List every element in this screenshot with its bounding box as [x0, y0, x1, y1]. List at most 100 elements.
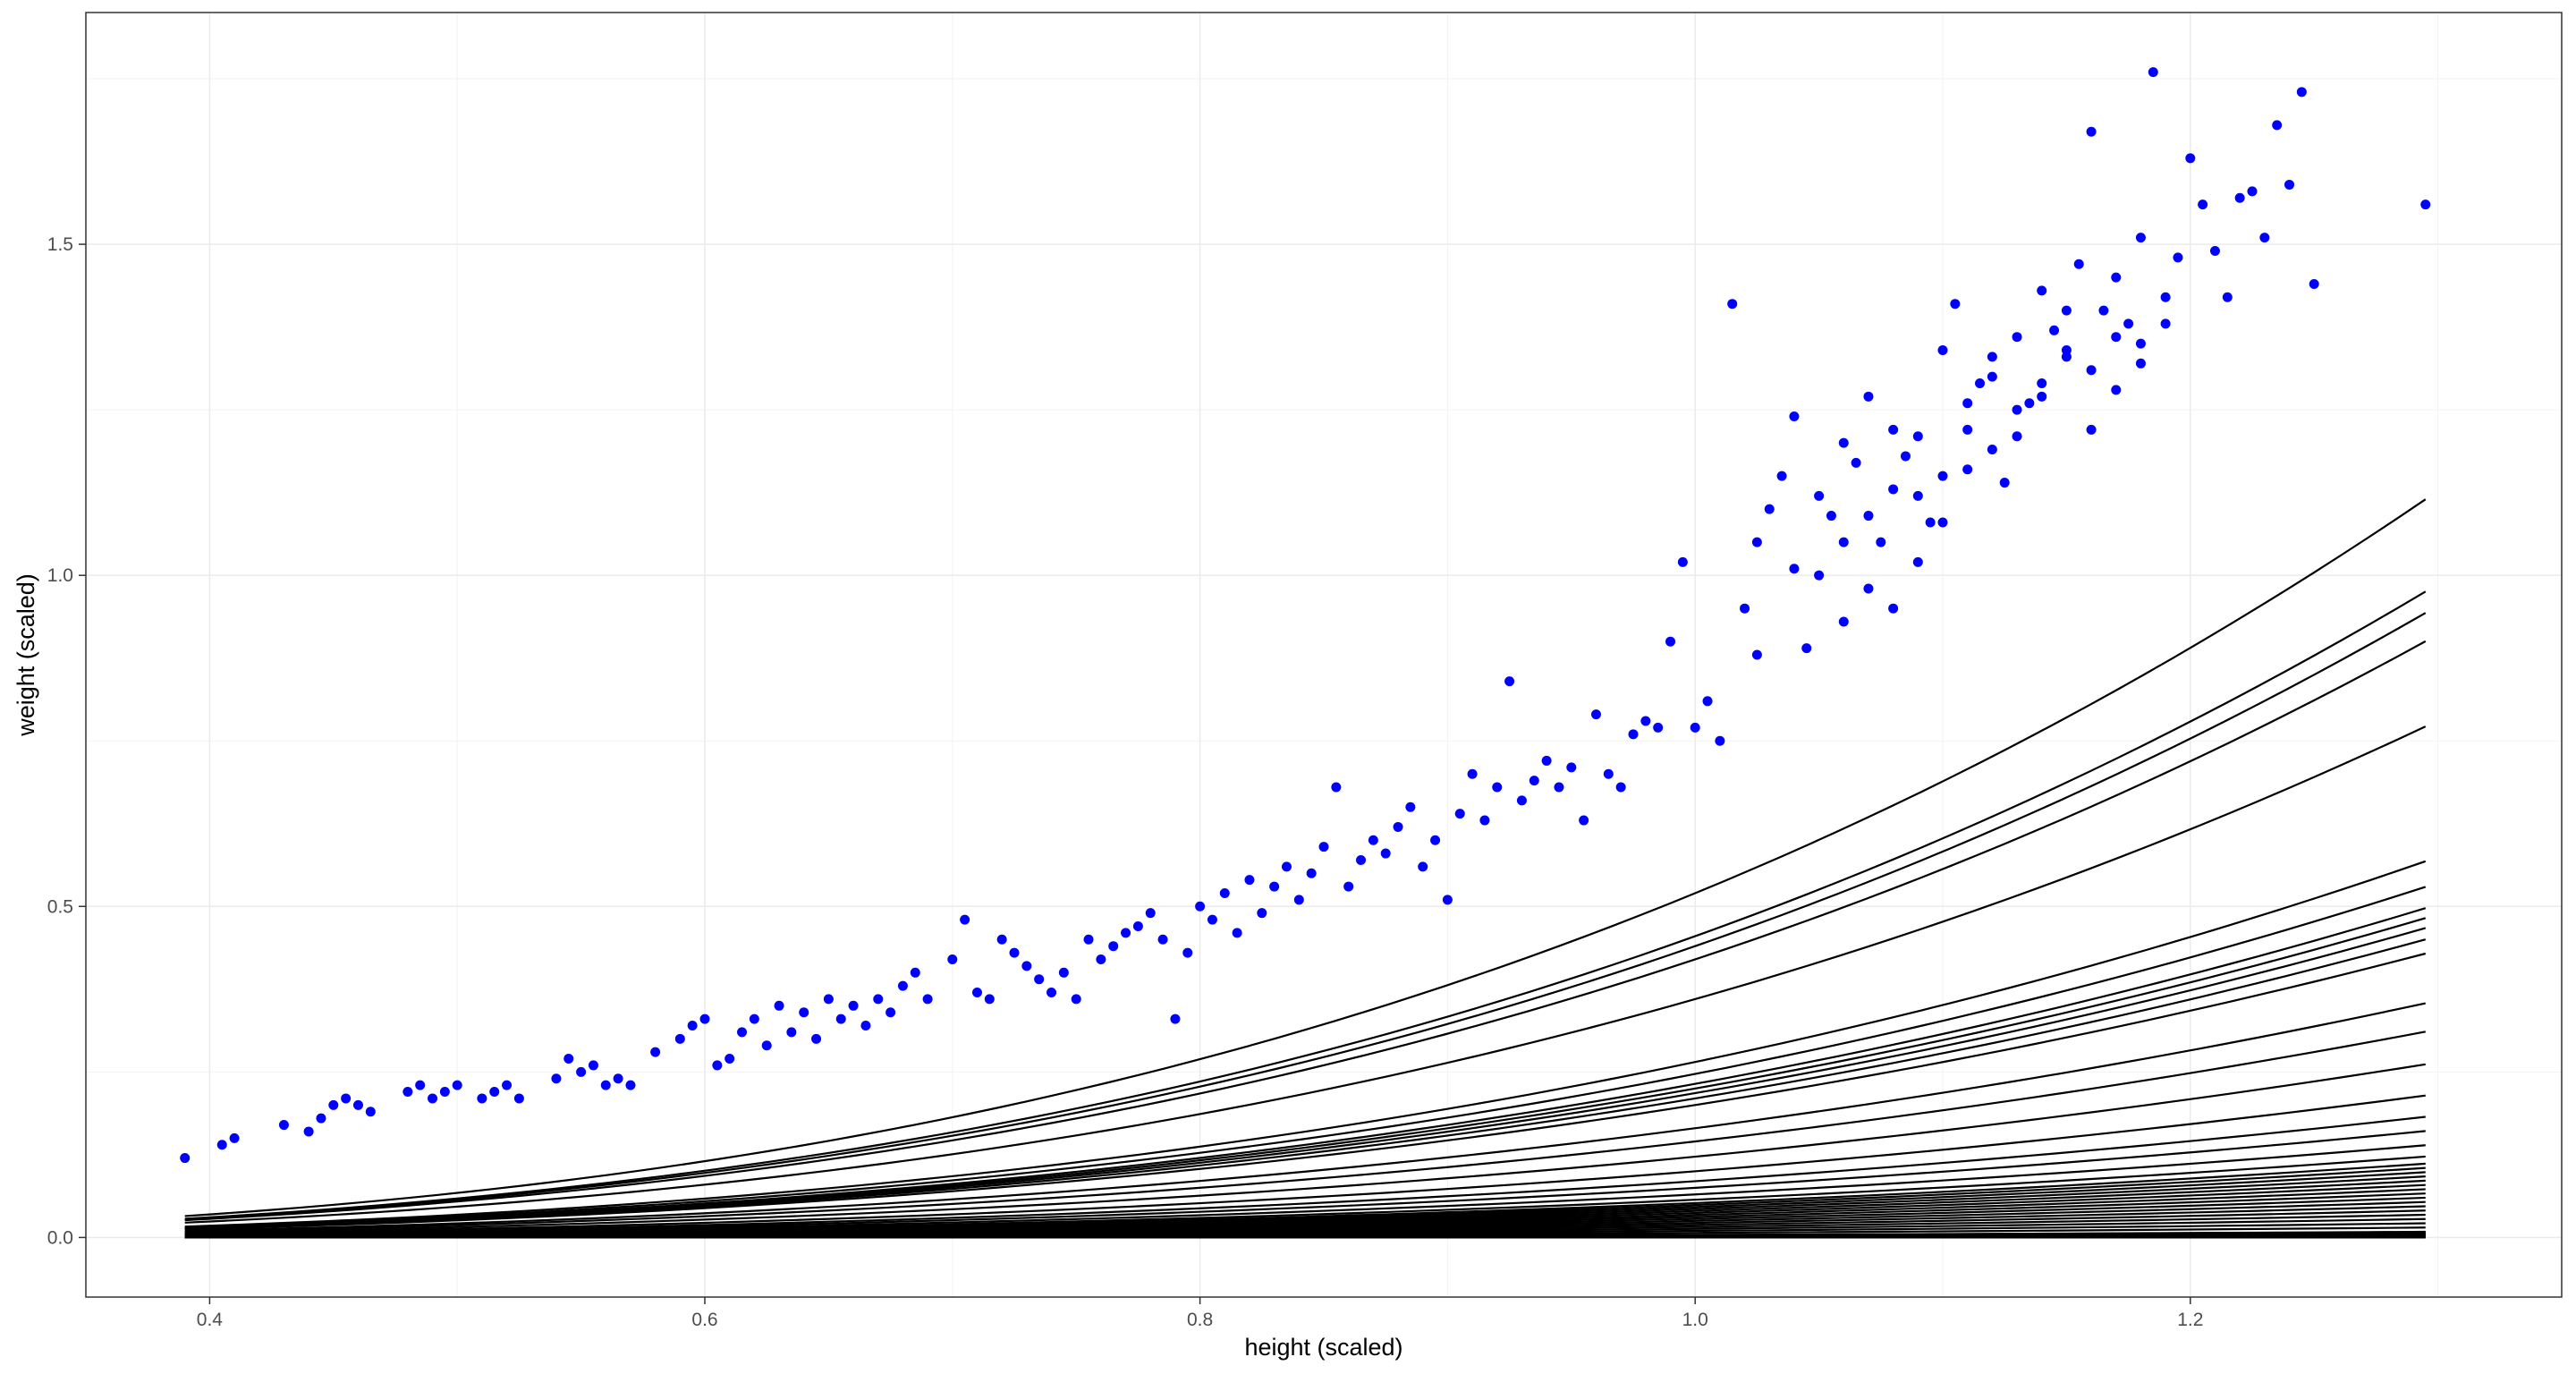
data-point	[960, 914, 970, 925]
data-point	[947, 954, 958, 964]
data-point	[1442, 895, 1453, 905]
data-point	[1937, 471, 1948, 481]
data-point	[1975, 378, 1986, 389]
data-point	[2198, 199, 2208, 210]
data-point	[576, 1066, 587, 1077]
curve-line-14	[184, 1030, 2426, 1233]
data-point	[1071, 994, 1081, 1005]
data-point	[996, 934, 1007, 945]
data-point	[2160, 318, 2171, 329]
data-point	[2073, 259, 2084, 269]
data-point	[1863, 583, 1874, 594]
curve-line-15	[184, 1063, 2426, 1234]
data-point	[749, 1014, 759, 1024]
data-point	[1801, 643, 1812, 654]
data-point	[1157, 934, 1168, 945]
data-point	[625, 1080, 636, 1090]
data-point	[2049, 325, 2060, 335]
data-point	[1590, 709, 1601, 720]
data-point	[2234, 192, 2245, 203]
data-point	[922, 994, 933, 1005]
data-point	[1257, 908, 1267, 919]
x-tick-label: 0.4	[197, 1310, 224, 1330]
data-point	[835, 1014, 846, 1024]
curve-line-7	[184, 886, 2427, 1229]
data-point	[1058, 967, 1069, 978]
data-point	[761, 1040, 772, 1051]
data-point	[1195, 901, 1206, 912]
data-point	[1368, 835, 1378, 845]
curve-line-16	[184, 1094, 2426, 1234]
data-point	[1207, 914, 1217, 925]
data-point	[2086, 126, 2097, 137]
data-point	[1516, 795, 1527, 806]
data-point	[1851, 457, 1861, 468]
data-point	[1529, 776, 1539, 786]
data-point	[1962, 398, 1973, 409]
data-point	[1925, 517, 1936, 528]
data-point	[352, 1099, 363, 1110]
data-point	[1912, 556, 1923, 567]
data-point	[1318, 842, 1329, 852]
data-point	[1727, 299, 1738, 310]
data-point	[1814, 570, 1825, 581]
grid-lines	[86, 13, 2562, 1297]
data-points	[180, 67, 2431, 1164]
data-point	[2135, 338, 2146, 349]
data-point	[2209, 245, 2220, 256]
data-point	[724, 1054, 735, 1064]
data-point	[1430, 835, 1441, 845]
curve-line-11	[184, 938, 2427, 1230]
data-point	[1814, 490, 1825, 501]
data-point	[1690, 722, 1700, 733]
data-point	[328, 1099, 339, 1110]
data-point	[2148, 67, 2158, 78]
data-point	[2098, 305, 2109, 316]
data-point	[1380, 848, 1391, 859]
data-point	[1170, 1014, 1181, 1024]
curve-lines	[184, 498, 2427, 1239]
data-point	[1751, 649, 1762, 660]
data-point	[1900, 451, 1911, 462]
data-point	[1467, 768, 1478, 779]
curve-line-band	[184, 1231, 2426, 1239]
data-point	[1132, 920, 1143, 931]
data-point	[1492, 782, 1503, 793]
panel-border	[85, 12, 2563, 1298]
y-tick-label: 0.0	[47, 1227, 73, 1248]
data-point	[1888, 424, 1899, 435]
data-point	[316, 1113, 326, 1124]
data-point	[1418, 861, 1428, 872]
data-point	[2284, 179, 2295, 190]
y-tick-label: 1.0	[47, 565, 73, 586]
x-axis-title: height (scaled)	[1244, 1334, 1402, 1361]
data-point	[551, 1073, 562, 1084]
data-point	[1751, 537, 1762, 547]
data-point	[1789, 564, 1800, 574]
data-point	[971, 988, 982, 998]
y-axis-title: weight (scaled)	[13, 573, 39, 737]
data-point	[2259, 233, 2270, 243]
data-point	[1566, 762, 1577, 773]
data-point	[2296, 87, 2307, 98]
data-point	[1876, 537, 1886, 547]
data-point	[910, 967, 920, 978]
data-point	[687, 1021, 698, 1031]
data-point	[1269, 881, 1280, 892]
data-point	[860, 1021, 871, 1031]
data-point	[774, 1000, 784, 1011]
data-point	[1108, 941, 1119, 952]
data-point	[699, 1014, 710, 1024]
data-point	[886, 1007, 896, 1018]
data-point	[1677, 556, 1688, 567]
data-point	[1121, 928, 1131, 938]
data-point	[1740, 603, 1750, 614]
data-point	[1021, 961, 1032, 971]
data-point	[1579, 815, 1589, 826]
data-point	[1863, 391, 1874, 402]
y-tick-label: 1.5	[47, 234, 73, 255]
data-point	[341, 1093, 352, 1104]
data-point	[1232, 928, 1242, 938]
